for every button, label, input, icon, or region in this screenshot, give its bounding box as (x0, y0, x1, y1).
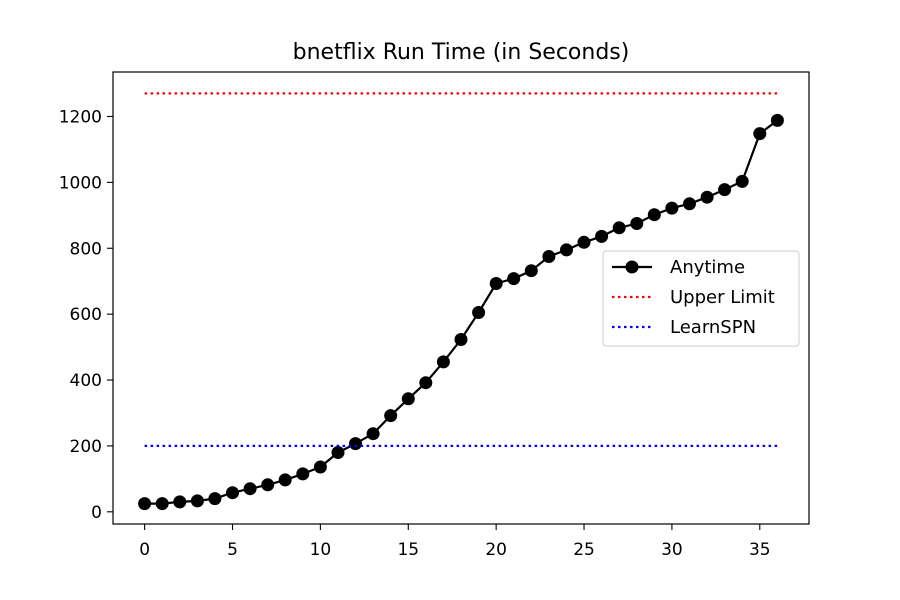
y-tick-label: 800 (70, 239, 102, 259)
anytime-point (173, 495, 187, 509)
anytime-point (454, 333, 468, 346)
anytime-point (718, 183, 732, 197)
anytime-point (243, 482, 257, 496)
y-tick-label: 0 (91, 503, 102, 523)
legend-label-anytime: Anytime (670, 257, 745, 278)
anytime-point (665, 201, 679, 215)
anytime-point (683, 197, 696, 211)
anytime-point (630, 217, 644, 230)
legend-label-upper-limit: Upper Limit (670, 287, 775, 308)
anytime-point (472, 306, 486, 319)
anytime-point (700, 190, 714, 204)
y-tick-label: 600 (70, 305, 102, 325)
legend-box (602, 250, 800, 347)
anytime-point (190, 494, 204, 508)
anytime-point (278, 473, 292, 487)
x-tick-label: 20 (485, 540, 507, 560)
anytime-point (313, 460, 327, 474)
anytime-point (735, 174, 749, 188)
anytime-point (208, 492, 222, 506)
y-tick-label: 1200 (59, 107, 102, 127)
anytime-point (489, 277, 503, 290)
x-tick-label: 35 (749, 540, 771, 560)
anytime-point (419, 376, 433, 390)
anytime-point (349, 437, 362, 451)
x-tick-label: 15 (397, 540, 419, 560)
x-tick-label: 10 (310, 540, 332, 560)
y-tick-label: 1000 (59, 173, 102, 193)
chart-title: bnetflix Run Time (in Seconds) (293, 40, 630, 65)
anytime-point (436, 355, 450, 369)
anytime-point (507, 272, 521, 286)
legend: Anytime Upper Limit LearnSPN (602, 250, 800, 347)
anytime-point (524, 264, 538, 278)
anytime-point (647, 208, 661, 222)
y-tick-label: 400 (70, 371, 102, 391)
x-tick-label: 30 (661, 540, 683, 560)
anytime-point (595, 229, 609, 243)
anytime-point (384, 409, 398, 423)
anytime-point (401, 392, 415, 406)
axes: 0 5 10 15 20 25 30 35 0 200 400 600 800 1000 1200 (59, 107, 771, 560)
anytime-point (770, 113, 784, 127)
anytime-point (331, 446, 345, 459)
plot-frame (112, 71, 810, 525)
x-tick-label: 5 (227, 540, 238, 560)
legend-label-learnspn: LearnSPN (670, 317, 756, 338)
anytime-point (155, 497, 169, 511)
anytime-point (138, 497, 152, 511)
anytime-point (226, 486, 239, 500)
anytime-point (753, 127, 767, 141)
x-tick-label: 25 (573, 540, 595, 560)
anytime-point (366, 427, 380, 441)
y-tick-label: 200 (70, 437, 102, 457)
anytime-point (296, 467, 310, 481)
legend-marker-anytime (625, 260, 639, 274)
anytime-point (542, 250, 556, 263)
anytime-point (261, 478, 275, 492)
plot-area (138, 92, 784, 511)
anytime-point (577, 235, 591, 249)
anytime-point (560, 243, 573, 257)
x-tick-label: 0 (139, 540, 150, 560)
anytime-point (612, 221, 626, 235)
